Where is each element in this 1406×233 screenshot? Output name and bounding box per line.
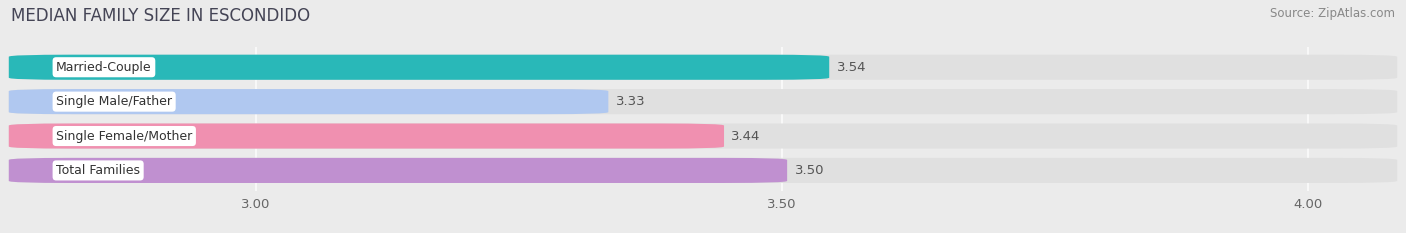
FancyBboxPatch shape — [8, 123, 724, 149]
Text: 3.33: 3.33 — [616, 95, 645, 108]
Text: Total Families: Total Families — [56, 164, 141, 177]
Text: Source: ZipAtlas.com: Source: ZipAtlas.com — [1270, 7, 1395, 20]
FancyBboxPatch shape — [8, 89, 609, 114]
Text: 3.50: 3.50 — [794, 164, 824, 177]
FancyBboxPatch shape — [8, 158, 787, 183]
FancyBboxPatch shape — [8, 55, 830, 80]
Text: 3.54: 3.54 — [837, 61, 866, 74]
FancyBboxPatch shape — [8, 55, 1398, 80]
FancyBboxPatch shape — [8, 89, 1398, 114]
FancyBboxPatch shape — [8, 158, 1398, 183]
Text: Single Female/Mother: Single Female/Mother — [56, 130, 193, 143]
Text: Married-Couple: Married-Couple — [56, 61, 152, 74]
Text: MEDIAN FAMILY SIZE IN ESCONDIDO: MEDIAN FAMILY SIZE IN ESCONDIDO — [11, 7, 311, 25]
Text: Single Male/Father: Single Male/Father — [56, 95, 172, 108]
FancyBboxPatch shape — [8, 123, 1398, 149]
Text: 3.44: 3.44 — [731, 130, 761, 143]
